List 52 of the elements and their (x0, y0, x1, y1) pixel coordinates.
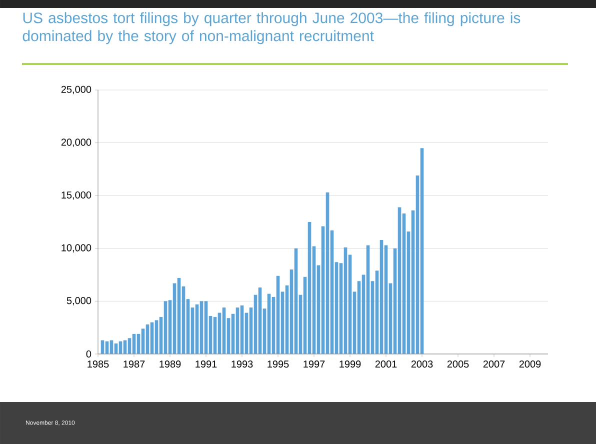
bar (398, 207, 402, 354)
x-tick-label: 2001 (375, 360, 397, 368)
bar (154, 320, 158, 354)
bar (267, 294, 271, 354)
bar (123, 340, 127, 354)
bar (294, 248, 298, 354)
bar (258, 287, 262, 354)
x-tick-label: 2003 (411, 360, 433, 368)
bar (420, 148, 424, 354)
bar (344, 247, 348, 354)
x-tick-label: 1995 (268, 360, 289, 368)
y-tick-label: 5,000 (66, 297, 92, 306)
y-tick-label: 20,000 (61, 138, 92, 147)
bar (110, 340, 114, 354)
bar (236, 308, 240, 354)
chart-title: US asbestos tort filings by quarter through June 2003—the filing picture is dominated by the story of non-malignant recruitment (22, 12, 520, 44)
bar (132, 334, 136, 354)
bar (114, 343, 118, 354)
bar (118, 341, 122, 354)
x-tick-label: 1993 (232, 360, 253, 368)
y-tick-label: 25,000 (61, 86, 92, 94)
bar (326, 192, 330, 354)
x-tick-label: 1997 (304, 360, 325, 368)
bar (204, 301, 208, 354)
bar (177, 278, 181, 354)
bar (128, 338, 132, 354)
bar (195, 304, 199, 354)
x-tick-label: 1989 (160, 360, 181, 368)
bar (150, 322, 154, 354)
bar (100, 340, 104, 354)
bar (200, 301, 204, 354)
bar (164, 301, 168, 354)
bar (146, 324, 150, 354)
x-tick-label: 2005 (447, 360, 469, 368)
bar (276, 276, 280, 354)
bar (308, 222, 312, 354)
bar (213, 317, 217, 354)
bar (222, 308, 226, 354)
x-tick-label: 2009 (519, 360, 541, 368)
x-tick-label: 1985 (88, 360, 109, 368)
bar (105, 341, 109, 354)
x-tick-label: 1987 (124, 360, 145, 368)
bar (380, 240, 384, 354)
x-tick-label: 2007 (483, 360, 505, 368)
y-tick-label: 15,000 (62, 191, 92, 200)
x-tick-label: 1991 (196, 360, 217, 368)
x-tick-label: 1999 (340, 360, 361, 368)
y-tick-label: 10,000 (62, 244, 92, 253)
bar (141, 328, 145, 354)
bar (240, 305, 244, 354)
bar (366, 245, 370, 354)
y-tick-label: 0 (86, 350, 92, 358)
